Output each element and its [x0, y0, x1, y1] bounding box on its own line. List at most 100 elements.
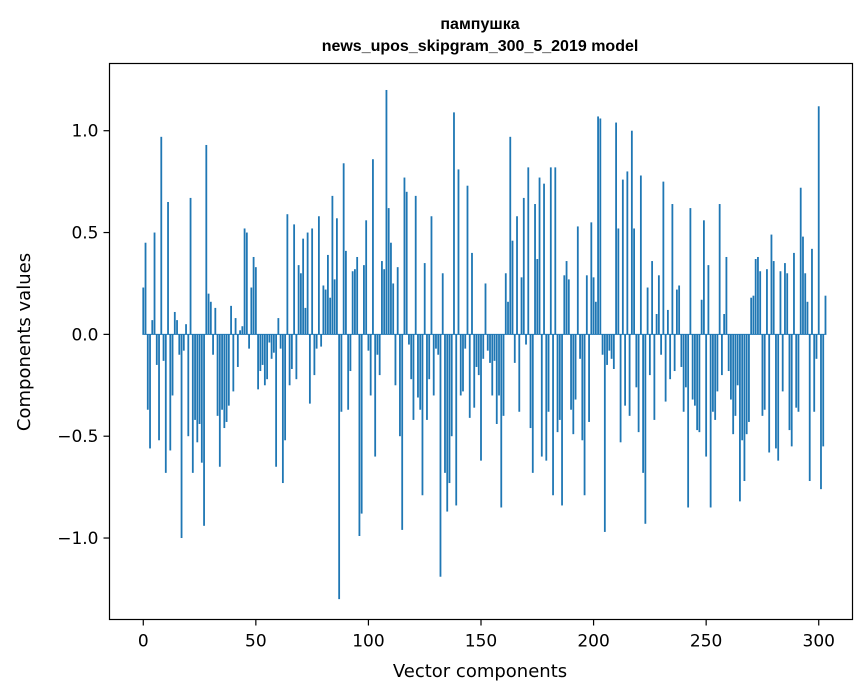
bar-184: [556, 334, 559, 433]
bar-218: [633, 228, 635, 335]
bar-190: [570, 334, 572, 410]
bar-280: [772, 261, 775, 335]
bar-229: [657, 275, 660, 335]
y-tick-label: 1.0: [71, 122, 98, 142]
bar-95: [356, 256, 359, 335]
bar-198: [588, 334, 590, 422]
bar-67: [293, 224, 296, 335]
bar-135: [446, 334, 449, 512]
plot-area: 0 50 100 150 200 250 300 −1.0 −0.5 0.0 0.5 1.0: [57, 62, 854, 652]
bar-80: [322, 285, 325, 335]
bar-191: [572, 334, 575, 435]
bar-68: [295, 334, 298, 380]
bar-193: [576, 226, 579, 335]
bar-292: [799, 187, 802, 335]
bar-211: [617, 228, 620, 335]
bar-222: [642, 334, 645, 473]
bar-4: [151, 320, 154, 335]
bar-5: [153, 232, 156, 335]
bar-220: [637, 334, 640, 433]
bar-274: [759, 271, 762, 335]
bar-271: [752, 295, 755, 335]
bar-85: [333, 279, 336, 335]
bar-62: [281, 334, 284, 484]
bar-203: [599, 118, 602, 335]
bar-58: [272, 334, 275, 353]
bar-73: [306, 232, 309, 335]
bar-113: [396, 267, 399, 335]
bar-277: [766, 269, 768, 335]
bar-182: [552, 334, 554, 496]
bar-19: [185, 324, 187, 335]
bar-166: [516, 216, 518, 335]
bar-235: [671, 204, 674, 335]
bar-130: [435, 334, 437, 349]
bar-74: [308, 334, 311, 404]
bar-106: [381, 261, 383, 335]
bar-26: [200, 334, 203, 463]
bar-177: [540, 334, 543, 457]
bar-147: [473, 334, 476, 408]
bar-273: [757, 256, 759, 335]
bar-122: [417, 334, 419, 398]
bar-179: [545, 334, 548, 461]
bar-293: [802, 236, 804, 335]
bar-108: [385, 89, 388, 335]
bar-227: [653, 334, 656, 420]
bar-269: [748, 334, 750, 422]
bar-240: [682, 334, 685, 412]
bar-188: [565, 261, 568, 335]
bar-205: [603, 334, 606, 532]
bar-55: [266, 334, 269, 380]
bar-134: [444, 334, 446, 473]
bar-278: [768, 334, 771, 453]
bar-208: [610, 334, 613, 359]
bar-59: [275, 334, 278, 467]
bar-37: [225, 334, 228, 422]
bar-28: [205, 144, 208, 335]
bar-226: [651, 261, 654, 335]
bar-286: [786, 273, 789, 335]
x-axis-label: Vector components: [393, 661, 567, 682]
bar-178: [543, 183, 545, 335]
bar-148: [475, 334, 478, 367]
bar-136: [448, 334, 451, 484]
bar-239: [680, 334, 683, 367]
x-tick-label: 0: [138, 632, 149, 652]
bar-167: [518, 334, 521, 412]
bar-39: [230, 305, 232, 335]
bar-141: [459, 334, 462, 396]
bar-303: [824, 295, 827, 335]
bar-209: [612, 334, 615, 369]
bar-255: [716, 334, 719, 392]
bar-38: [227, 334, 230, 406]
bar-282: [777, 334, 780, 461]
bar-289: [793, 252, 795, 335]
bar-171: [527, 167, 530, 335]
bar-88: [340, 334, 343, 412]
bar-214: [624, 334, 626, 406]
bar-17: [180, 334, 183, 539]
bar-124: [421, 334, 424, 496]
bar-246: [696, 334, 699, 431]
bar-281: [775, 334, 777, 449]
bar-103: [374, 334, 377, 457]
bar-52: [259, 334, 262, 372]
bar-244: [691, 334, 694, 400]
bar-6: [155, 334, 158, 365]
bar-265: [739, 334, 741, 502]
bar-268: [745, 334, 748, 435]
bar-57: [270, 334, 273, 359]
bar-86: [336, 218, 338, 335]
bar-105: [378, 334, 381, 376]
bar-297: [811, 248, 813, 335]
bar-210: [615, 122, 617, 335]
bar-90: [345, 250, 347, 335]
bar-81: [324, 289, 327, 335]
bar-65: [288, 334, 291, 386]
x-tick-label: 200: [577, 632, 609, 652]
bar-48: [250, 287, 253, 335]
bar-256: [718, 204, 721, 335]
bar-285: [784, 263, 786, 335]
bar-72: [304, 307, 307, 335]
